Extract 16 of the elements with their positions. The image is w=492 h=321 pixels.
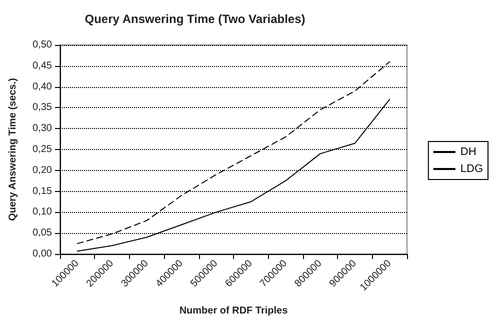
y-tick-label: 0,05 [32, 228, 52, 239]
x-axis-title: Number of RDF Triples [179, 306, 288, 316]
y-tick-label: 0,40 [32, 81, 52, 92]
y-tick-label: 0,50 [32, 40, 52, 50]
legend-label: LDG [460, 163, 484, 175]
y-tick-label: 0,20 [32, 164, 52, 176]
y-tick-label: 0,10 [32, 206, 52, 218]
y-tick-label: 0,00 [32, 248, 52, 260]
y-axis-title: Query Answering Time (secs.) [8, 78, 18, 221]
chart-title: Query Answering Time (Two Variables) [84, 12, 306, 26]
y-tick-label: 0,25 [32, 144, 52, 155]
y-tick-label: 0,30 [32, 123, 52, 134]
legend-label: DH [460, 146, 476, 158]
y-tick-label: 0,15 [32, 186, 52, 197]
y-tick-label: 0,35 [32, 102, 52, 114]
y-tick-label: 0,45 [32, 60, 52, 72]
